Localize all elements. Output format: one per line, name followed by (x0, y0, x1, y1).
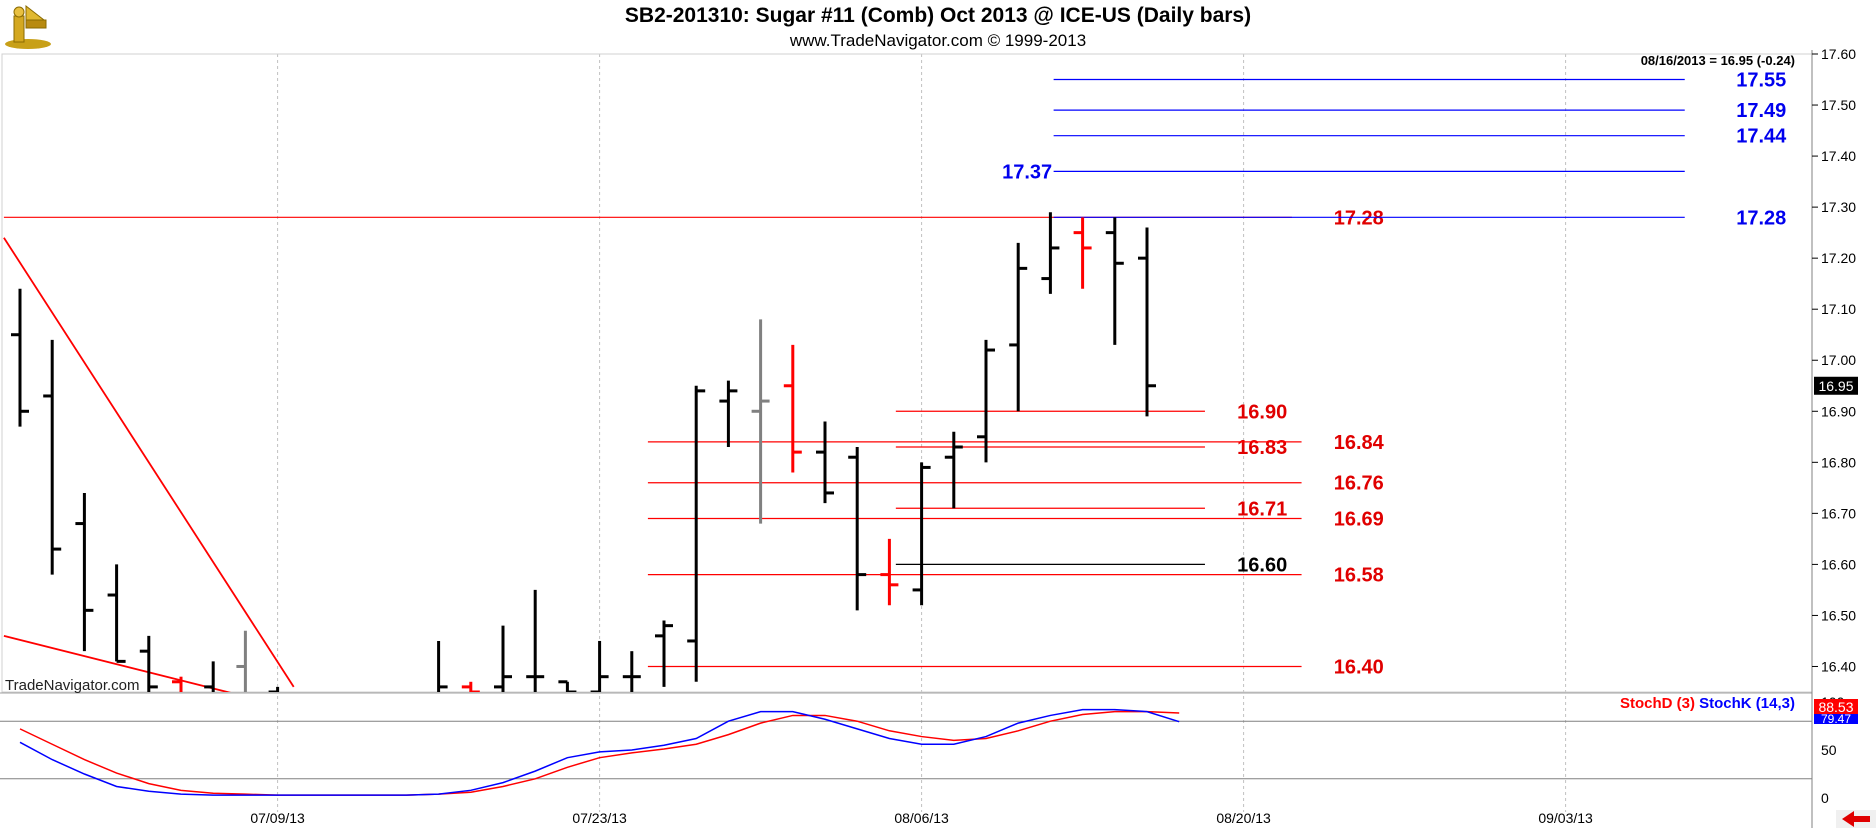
ohlc-bar (1105, 217, 1124, 345)
level-label-16.84: 16.84 (1334, 432, 1385, 454)
y-tick-label: 17.40 (1821, 148, 1856, 164)
ohlc-bar (622, 651, 641, 692)
stoch-tick-label: 50 (1821, 742, 1837, 758)
stoch-k-value: 79.47 (1821, 712, 1851, 726)
y-tick-label: 17.60 (1821, 46, 1856, 62)
level-label-16.69: 16.69 (1334, 508, 1384, 530)
trendlines (3, 237, 295, 692)
ohlc-bar (751, 319, 770, 524)
ohlc-bar (494, 625, 512, 692)
level-label-17.49: 17.49 (1736, 100, 1786, 122)
y-tick-label: 16.40 (1821, 658, 1856, 674)
stoch-d-legend: StochD (3) (1620, 695, 1695, 712)
level-label-16.40: 16.40 (1334, 656, 1384, 678)
trade-navigator-logo-icon (5, 4, 51, 49)
trendline (3, 237, 295, 688)
last-price-box (1814, 376, 1858, 395)
ohlc-bar (11, 288, 29, 427)
ohlc-bar (75, 492, 94, 652)
ohlc-bar (461, 681, 480, 692)
chart-title: SB2-201310: Sugar #11 (Comb) Oct 2013 @ … (624, 4, 1252, 27)
ohlc-bar (43, 339, 62, 575)
y-tick-label: 16.50 (1821, 607, 1856, 623)
ohlc-bar (139, 635, 158, 692)
ohlc-bar (783, 344, 802, 473)
x-tick-label: 07/23/13 (572, 810, 627, 826)
stoch-k-legend: StochK (14,3) (1699, 695, 1795, 712)
y-tick-label: 17.00 (1821, 352, 1856, 368)
price-pane-frame (1, 53, 1813, 693)
ohlc-bar (655, 620, 673, 687)
stoch-tick-label: 0 (1821, 790, 1829, 806)
level-label-16.90: 16.90 (1237, 401, 1287, 423)
stoch-d-value: 88.53 (1818, 699, 1853, 715)
chart-subtitle: www.TradeNavigator.com © 1999-2013 (789, 31, 1087, 50)
ohlc-bar (816, 421, 834, 504)
level-label-17.37: 17.37 (1002, 161, 1052, 183)
level-label-16.76: 16.76 (1334, 473, 1384, 495)
y-tick-label: 16.90 (1821, 403, 1856, 419)
ohlc-bar (301, 692, 319, 718)
pane-frames (0, 50, 1813, 828)
ohlc-bar (1073, 217, 1092, 289)
ohlc-bar (912, 462, 931, 606)
y-tick-label: 17.10 (1821, 301, 1856, 317)
ohlc-bar (880, 538, 899, 606)
level-label-16.60: 16.60 (1237, 554, 1287, 576)
ohlc-bar (687, 385, 706, 682)
ohlc-bar (1009, 242, 1028, 412)
axes: 07/09/13 07/23/13 08/06/13 08/20/13 09/03/13… (250, 46, 1876, 828)
ohlc-bar (526, 589, 545, 692)
horizontal-levels: 17.28 17.28 17.37 17.44 17.49 17.55 16.90 16.83… (3, 70, 1787, 678)
ohlc-bar (333, 697, 351, 717)
x-tick-label: 08/06/13 (894, 810, 949, 826)
ohlc-bar (1138, 227, 1156, 417)
ohlc-bar (719, 380, 738, 448)
y-tick-label: 17.20 (1821, 250, 1856, 266)
level-label-17.44: 17.44 (1736, 126, 1787, 148)
y-tick-label: 16.80 (1821, 454, 1856, 470)
y-tick-label: 17.30 (1821, 199, 1856, 215)
x-tick-label: 07/09/13 (250, 810, 305, 826)
ohlc-bar (236, 630, 247, 692)
x-tick-label: 08/20/13 (1216, 810, 1271, 826)
ohlc-bar (172, 676, 183, 692)
y-tick-label: 17.50 (1821, 97, 1856, 113)
last-value-note: 08/16/2013 = 16.95 (-0.24) (1641, 53, 1795, 68)
y-tick-label: 16.60 (1821, 556, 1856, 572)
ohlc-bar (365, 697, 383, 717)
ohlc-bar (944, 431, 963, 509)
ohlc-bar (848, 447, 867, 611)
last-price-label: 16.95 (1818, 378, 1853, 394)
x-tick-label: 09/03/13 (1538, 810, 1593, 826)
stoch-k-line (19, 708, 1180, 796)
ohlc-bar (1041, 212, 1060, 294)
y-tick-label: 16.70 (1821, 505, 1856, 521)
level-label-17.55: 17.55 (1736, 70, 1786, 92)
watermark: TradeNavigator.com (5, 677, 140, 694)
ohlc-bar (397, 697, 415, 717)
ohlc-bar (977, 339, 995, 463)
stoch-d-value-box (1814, 699, 1858, 714)
ohlc-bar (107, 564, 126, 663)
level-label-17.28: 17.28 (1736, 207, 1786, 229)
ohlc-bar (590, 640, 609, 692)
ohlc-bar (558, 680, 577, 692)
price-bars (11, 212, 1156, 718)
level-label-16.71: 16.71 (1237, 498, 1287, 520)
trendline (3, 634, 232, 692)
scroll-left-arrow-icon (1836, 810, 1876, 828)
stoch-k-value-box (1814, 714, 1858, 724)
level-label-16.58: 16.58 (1334, 565, 1384, 587)
level-label-16.83: 16.83 (1237, 437, 1287, 459)
stoch-d-line (19, 710, 1180, 796)
ohlc-bar (437, 640, 448, 692)
level-label-17.28: 17.28 (1334, 207, 1384, 229)
ohlc-bar (204, 661, 215, 692)
